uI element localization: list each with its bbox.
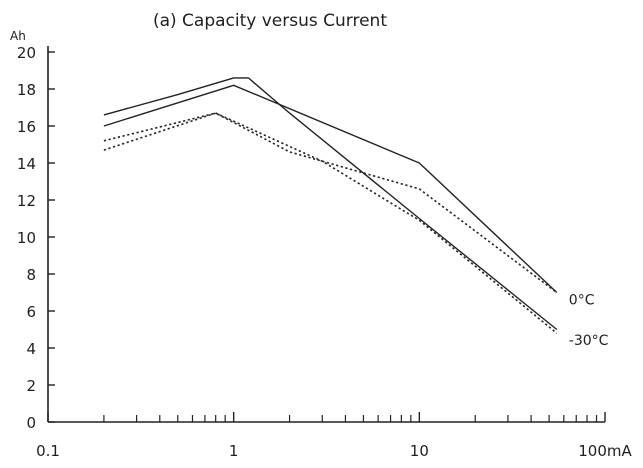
y-tick-label: 20 [17, 44, 36, 62]
x-tick-label: 1 [229, 442, 239, 460]
series-line-1 [103, 77, 558, 331]
y-tick-label: 4 [26, 340, 36, 358]
chart-title: (a) Capacity versus Current [153, 11, 387, 31]
y-tick-label: 0 [26, 414, 36, 432]
y-tick-label: 8 [26, 266, 36, 284]
x-tick-label: 100mA [578, 442, 632, 460]
y-tick-label: 2 [26, 377, 36, 395]
series-line-4 [103, 112, 558, 334]
y-tick-label: 14 [17, 155, 36, 173]
annotations: 0°C -30°C [569, 293, 609, 350]
series-label-1: 0°C [569, 293, 595, 309]
y-tick-label: 12 [17, 192, 36, 210]
x-tick-label: 0.1 [36, 442, 60, 460]
series-line-3 [103, 112, 558, 294]
y-tick-label: 16 [17, 118, 36, 136]
series-label-2: -30°C [569, 333, 609, 349]
series-line-2 [103, 84, 558, 294]
y-tick-label: 18 [17, 81, 36, 99]
series-group [103, 77, 558, 334]
axes: 0 2 4 6 8 10 12 14 16 18 20 0.1 1 10 100mA [17, 44, 633, 460]
y-tick-label: 10 [17, 229, 36, 247]
x-tick-label: 10 [410, 442, 429, 460]
y-axis-unit: Ah [10, 29, 26, 43]
y-tick-label: 6 [26, 303, 36, 321]
